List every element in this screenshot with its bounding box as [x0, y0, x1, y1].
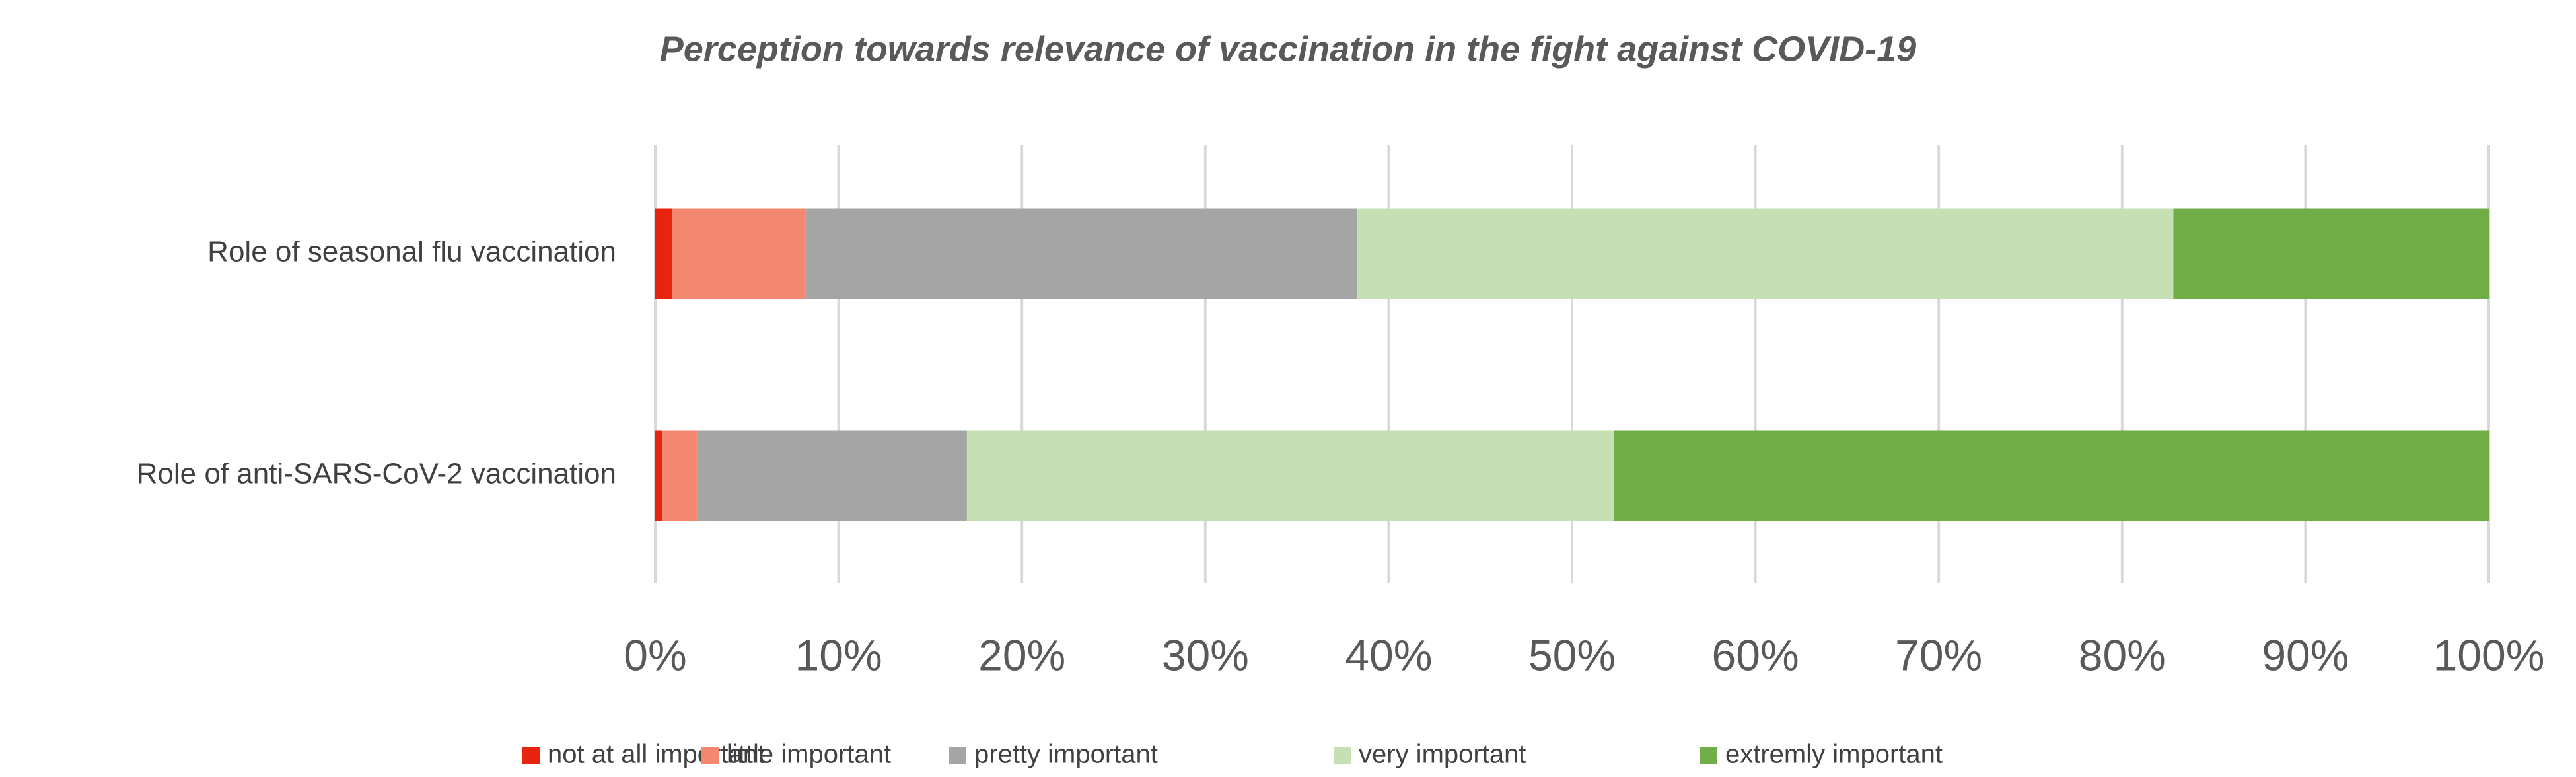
- y-tick-label: Role of seasonal flu vaccination: [207, 236, 616, 268]
- bar-segment: [671, 208, 806, 299]
- bar-segment: [1614, 430, 2489, 521]
- legend-label: very important: [1359, 740, 1526, 769]
- legend-swatch: [522, 747, 540, 764]
- x-tick-label: 80%: [2079, 630, 2166, 679]
- bar-segment: [966, 430, 1614, 521]
- legend-label: extremly important: [1725, 740, 1943, 769]
- legend-swatch: [949, 747, 966, 764]
- bar-segment: [655, 430, 663, 521]
- legend-swatch: [1334, 747, 1351, 764]
- bar-segment: [2173, 208, 2489, 299]
- x-tick-label: 30%: [1162, 630, 1249, 679]
- x-tick-label: 90%: [2262, 630, 2349, 679]
- x-tick-label: 40%: [1345, 630, 1432, 679]
- bar-segment: [655, 208, 672, 299]
- x-tick-label: 100%: [2433, 630, 2545, 679]
- x-tick-label: 60%: [1712, 630, 1799, 679]
- legend-label: little important: [727, 740, 891, 769]
- x-tick-label: 20%: [978, 630, 1065, 679]
- bar-segment: [805, 208, 1358, 299]
- legend-swatch: [701, 747, 719, 764]
- bar-segment: [662, 430, 698, 521]
- legend-label: pretty important: [974, 740, 1158, 769]
- chart-title: Perception towards relevance of vaccinat…: [660, 29, 1916, 69]
- legend-label: not at all important: [548, 740, 765, 769]
- x-tick-label: 70%: [1895, 630, 1982, 679]
- x-tick-label: 10%: [795, 630, 882, 679]
- bar-segment: [1357, 208, 2174, 299]
- legend-swatch: [1700, 747, 1717, 764]
- x-tick-label: 0%: [624, 630, 686, 679]
- bar-segment: [697, 430, 967, 521]
- x-tick-label: 50%: [1528, 630, 1616, 679]
- y-tick-label: Role of anti-SARS-CoV-2 vaccination: [137, 458, 616, 490]
